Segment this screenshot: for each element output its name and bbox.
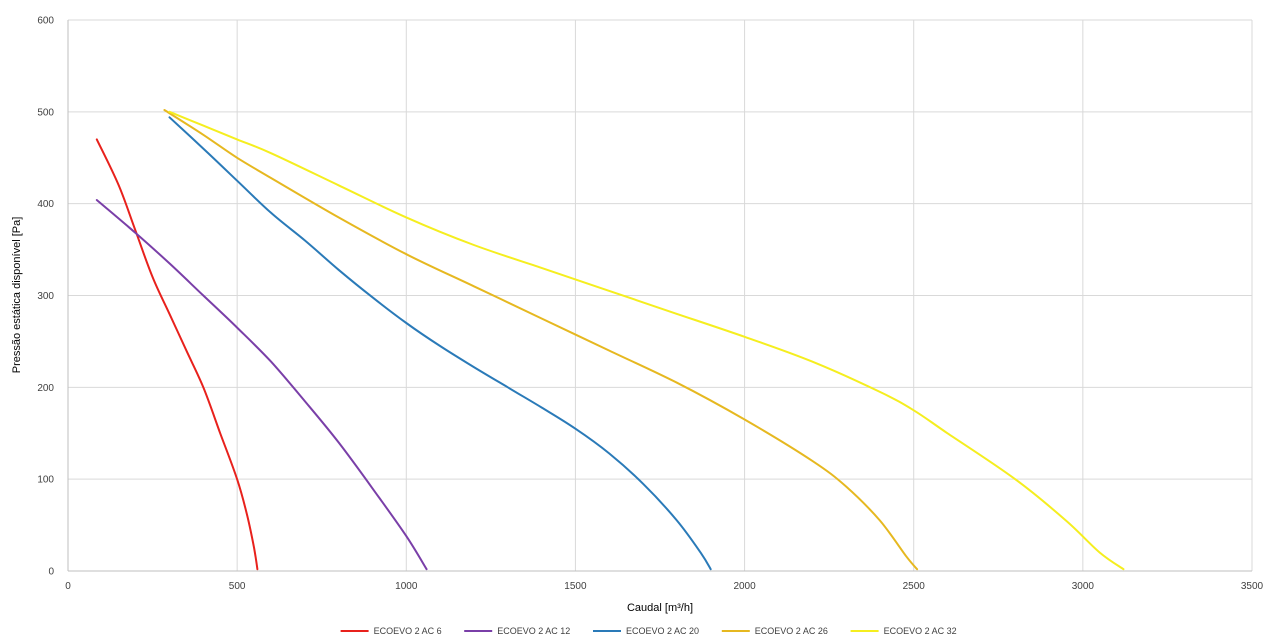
x-tick-label: 2500: [903, 581, 926, 592]
series-line-ecoevo-2-ac-32: [168, 110, 1125, 571]
x-tick-label: 0: [65, 581, 71, 592]
y-tick-label: 200: [37, 383, 54, 394]
y-tick-label: 100: [37, 475, 54, 486]
y-tick-label: 500: [37, 107, 54, 118]
y-axis-title: Pressão estática disponível [Pa]: [11, 217, 23, 374]
legend-label-ecoevo-2-ac-32: ECOEVO 2 AC 32: [884, 626, 957, 636]
series-line-ecoevo-2-ac-26: [163, 109, 919, 571]
series-line-ecoevo-2-ac-12: [95, 199, 428, 571]
legend-label-ecoevo-2-ac-26: ECOEVO 2 AC 26: [755, 626, 828, 636]
x-tick-label: 500: [229, 581, 246, 592]
x-tick-label: 3000: [1072, 581, 1095, 592]
x-tick-label: 2000: [733, 581, 756, 592]
grid: [68, 19, 1253, 571]
series-line-ecoevo-2-ac-6: [95, 138, 259, 571]
legend: ECOEVO 2 AC 6 ECOEVO 2 AC 12 ECOEVO 2 AC 2…: [340, 626, 957, 636]
y-tick-label: 0: [48, 567, 54, 578]
legend-label-ecoevo-2-ac-20: ECOEVO 2 AC 20: [626, 626, 699, 636]
series-lines: [95, 109, 1125, 571]
legend-label-ecoevo-2-ac-12: ECOEVO 2 AC 12: [497, 626, 570, 636]
y-tick-label: 400: [37, 199, 54, 210]
x-axis-title: Caudal [m³/h]: [627, 602, 693, 614]
series-line-ecoevo-2-ac-20: [168, 116, 712, 571]
axes: [67, 20, 1252, 572]
legend-label-ecoevo-2-ac-6: ECOEVO 2 AC 6: [374, 626, 442, 636]
x-tick-label: 1000: [395, 581, 418, 592]
x-tick-label: 1500: [564, 581, 587, 592]
tick-labels: 0 100 200 300 400 500 600 0 500 1000 1500 2000 2500 3…: [37, 16, 1263, 593]
y-tick-label: 600: [37, 16, 54, 27]
x-tick-label: 3500: [1241, 581, 1264, 592]
y-tick-label: 300: [37, 291, 54, 302]
